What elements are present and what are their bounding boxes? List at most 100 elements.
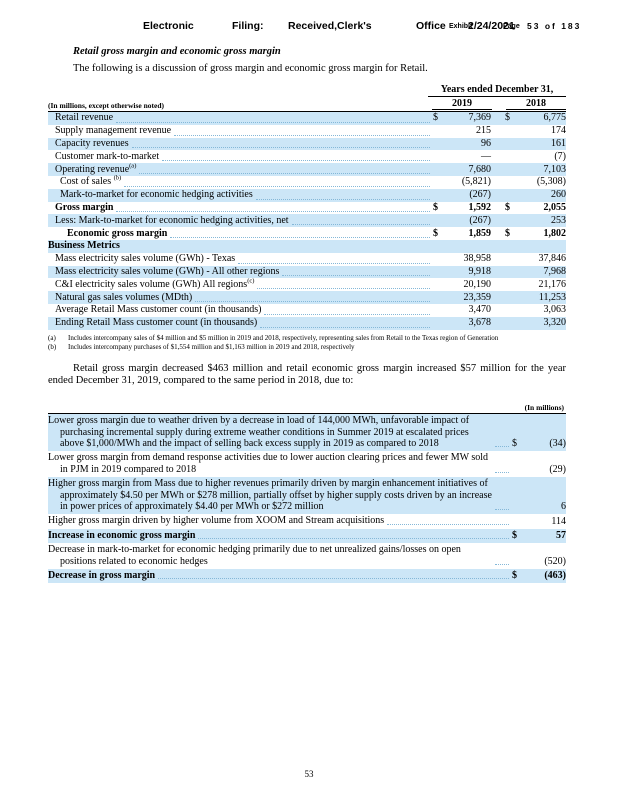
- value-2018: 11,253: [538, 291, 566, 303]
- dotted-leader: [282, 275, 430, 277]
- dotted-leader: [260, 326, 430, 328]
- dollar-sign-2018: $: [505, 227, 510, 239]
- table-row: Business Metrics: [48, 239, 566, 253]
- row-description: Higher gross margin driven by higher vol…: [48, 515, 385, 527]
- table-row: Retail revenue $ 7,369 $ 6,775: [48, 112, 566, 125]
- exhibit-stamp: Exhibit: [449, 23, 473, 30]
- dollar-sign: $: [512, 530, 517, 542]
- value-2019: 3,470: [468, 304, 492, 316]
- row-label: Customer mark-to-market: [55, 150, 160, 162]
- dollar-sign-2019: $: [433, 112, 438, 124]
- value-2019: (5,821): [461, 176, 491, 188]
- value-2018: 6,775: [543, 112, 567, 124]
- row-label: Supply management revenue: [55, 125, 172, 137]
- value-2018: 174: [551, 125, 566, 137]
- table-row: Higher gross margin driven by higher vol…: [48, 514, 566, 528]
- value-2019: 20,190: [463, 278, 492, 290]
- dotted-leader: [257, 288, 430, 290]
- row-value: (34): [549, 438, 566, 450]
- row-description: Decrease in mark-to-market for economic …: [48, 544, 461, 567]
- row-label: Retail revenue: [55, 112, 114, 124]
- dollar-sign: $: [512, 438, 517, 450]
- stamp-text: Filing:: [232, 20, 264, 32]
- table-row: Operating revenue(a) 7,680 7,103: [48, 163, 566, 176]
- in-millions-header: (In millions): [48, 402, 566, 415]
- dotted-leader: [174, 134, 430, 136]
- table-row: Customer mark-to-market — (7): [48, 150, 566, 163]
- value-2018: 161: [551, 137, 566, 149]
- value-2019: 3,678: [468, 317, 492, 329]
- value-2019: 1,592: [468, 201, 492, 213]
- row-description: Decrease in gross margin: [48, 570, 156, 582]
- value-2018: 3,063: [543, 304, 567, 316]
- table-row: Mark-to-market for economic hedging acti…: [48, 188, 566, 202]
- row-label: Operating revenue(a): [55, 162, 137, 175]
- dotted-leader: [170, 236, 430, 238]
- discussion-paragraph: Retail gross margin decreased $463 milli…: [48, 362, 566, 387]
- stamp-date: 2/24/2021: [468, 20, 515, 32]
- value-2019: (267): [469, 189, 491, 201]
- footnote-marker: (b): [48, 343, 57, 352]
- row-value: (520): [544, 556, 566, 568]
- dollar-sign-2019: $: [433, 227, 438, 239]
- row-label: Business Metrics: [48, 240, 120, 252]
- value-2019: 96: [481, 137, 491, 149]
- intro-paragraph: The following is a discussion of gross m…: [73, 63, 428, 74]
- row-description: Lower gross margin due to weather driven…: [48, 415, 470, 449]
- footnote-text: Includes intercompany purchases of $1,55…: [68, 343, 355, 352]
- dotted-leader: [238, 262, 430, 264]
- table-row: Cost of sales (b) (5,821) (5,308): [48, 175, 566, 189]
- table-row: Gross margin $ 1,592 $ 2,055: [48, 202, 566, 215]
- value-2019: 23,359: [463, 291, 492, 303]
- table-row: Average Retail Mass customer count (in t…: [48, 304, 566, 317]
- stamp-text: Received,Clerk's: [288, 20, 372, 32]
- value-2019: 7,680: [468, 163, 492, 175]
- table-row: Higher gross margin from Mass due to hig…: [48, 477, 566, 515]
- row-label: C&I electricity sales volume (GWh) All r…: [55, 277, 255, 290]
- table-row: Natural gas sales volumes (MDth) 23,359 …: [48, 291, 566, 304]
- value-2018: 7,968: [543, 265, 567, 277]
- row-label: Mark-to-market for economic hedging acti…: [60, 189, 253, 201]
- table-row: Capacity revenues 96 161: [48, 137, 566, 151]
- footnote-b: (b) Includes intercompany purchases of $…: [48, 343, 566, 353]
- row-value: (463): [544, 570, 566, 582]
- dollar-sign-2018: $: [505, 112, 510, 124]
- table-body: Retail revenue $ 7,369 $ 6,775 Supply ma…: [48, 112, 566, 330]
- year-column-2019: 2019: [432, 98, 492, 110]
- row-label: Cost of sales (b): [60, 175, 122, 188]
- table-row: C&I electricity sales volume (GWh) All r…: [48, 278, 566, 291]
- stamp-text: Electronic: [143, 20, 194, 32]
- value-2018: 7,103: [543, 163, 567, 175]
- dotted-leader: [162, 160, 430, 162]
- value-2019: 1,859: [468, 227, 492, 239]
- row-label: Gross margin: [55, 201, 114, 213]
- value-2019: (267): [469, 214, 491, 226]
- dotted-leader: [116, 211, 430, 213]
- footnote-marker: (a): [48, 333, 56, 342]
- years-ended-caption: Years ended December 31,: [428, 84, 566, 97]
- page-stamp-info: 53 of 183: [527, 21, 582, 31]
- dotted-leader: [116, 121, 430, 123]
- margin-drivers-table: (In millions) Lower gross margin due to …: [48, 402, 566, 584]
- value-2018: 1,802: [543, 227, 567, 239]
- row-label: Average Retail Mass customer count (in t…: [55, 304, 262, 316]
- dotted-leader: [495, 509, 509, 511]
- table-row: Economic gross margin $ 1,859 $ 1,802: [48, 227, 566, 240]
- dotted-leader: [124, 185, 430, 187]
- table-body: Lower gross margin due to weather driven…: [48, 414, 566, 584]
- row-label: Mass electricity sales volume (GWh) - Al…: [55, 265, 280, 277]
- table-row: Decrease in mark-to-market for economic …: [48, 543, 566, 569]
- value-2019: 7,369: [468, 112, 492, 124]
- dotted-leader: [139, 172, 430, 174]
- value-2018: 21,176: [538, 278, 567, 290]
- dotted-leader: [495, 472, 509, 474]
- year-column-2018: 2018: [506, 98, 566, 110]
- table-header-row: (In millions, except otherwise noted) 20…: [48, 97, 566, 112]
- row-label: Less: Mark-to-market for economic hedgin…: [55, 214, 289, 226]
- dotted-leader: [495, 446, 509, 448]
- dotted-leader: [158, 578, 509, 580]
- footnote-ref: (c): [247, 277, 255, 285]
- page-number: 53: [304, 769, 314, 779]
- row-value: 6: [561, 501, 566, 513]
- section-title: Retail gross margin and economic gross m…: [73, 46, 281, 57]
